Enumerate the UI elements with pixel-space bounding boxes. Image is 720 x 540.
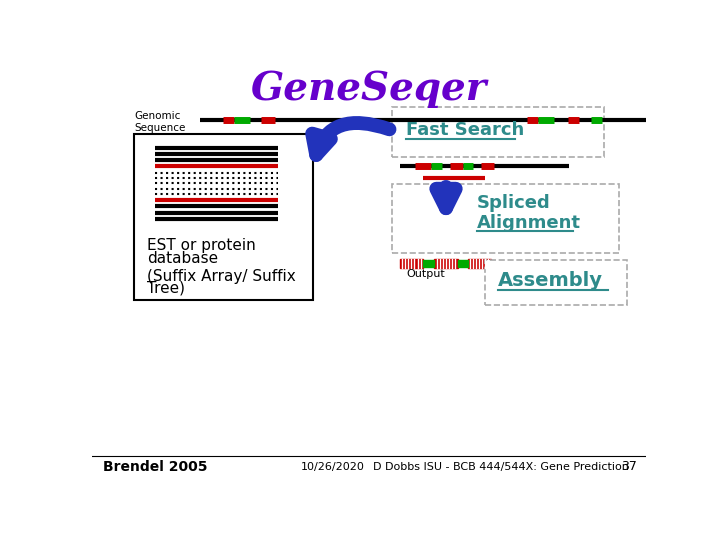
Text: Assembly: Assembly [498, 271, 603, 290]
Text: Tree): Tree) [148, 281, 185, 295]
Text: (Suffix Array/ Suffix: (Suffix Array/ Suffix [148, 269, 296, 284]
Text: 10/26/2020: 10/26/2020 [301, 462, 365, 472]
Text: EST or protein: EST or protein [148, 238, 256, 253]
Bar [467, 259, 490, 268]
Text: Genomic
Sequence: Genomic Sequence [134, 111, 186, 133]
FancyBboxPatch shape [485, 260, 627, 305]
Bar [400, 259, 423, 268]
Text: Spliced: Spliced [477, 194, 551, 212]
Text: database: database [148, 251, 218, 266]
Text: Output: Output [406, 269, 445, 279]
FancyBboxPatch shape [392, 184, 619, 253]
Text: Alignment: Alignment [477, 214, 581, 232]
Text: GeneSeqer: GeneSeqer [251, 70, 487, 109]
FancyBboxPatch shape [392, 107, 604, 157]
Bar [457, 260, 467, 267]
Text: Brendel 2005: Brendel 2005 [104, 460, 208, 474]
Bar [423, 260, 434, 267]
Text: D Dobbs ISU - BCB 444/544X: Gene Prediction: D Dobbs ISU - BCB 444/544X: Gene Predict… [373, 462, 629, 472]
Text: 37: 37 [621, 460, 637, 473]
FancyBboxPatch shape [134, 134, 312, 300]
Bar [434, 259, 457, 268]
Text: Fast Search: Fast Search [406, 122, 524, 139]
